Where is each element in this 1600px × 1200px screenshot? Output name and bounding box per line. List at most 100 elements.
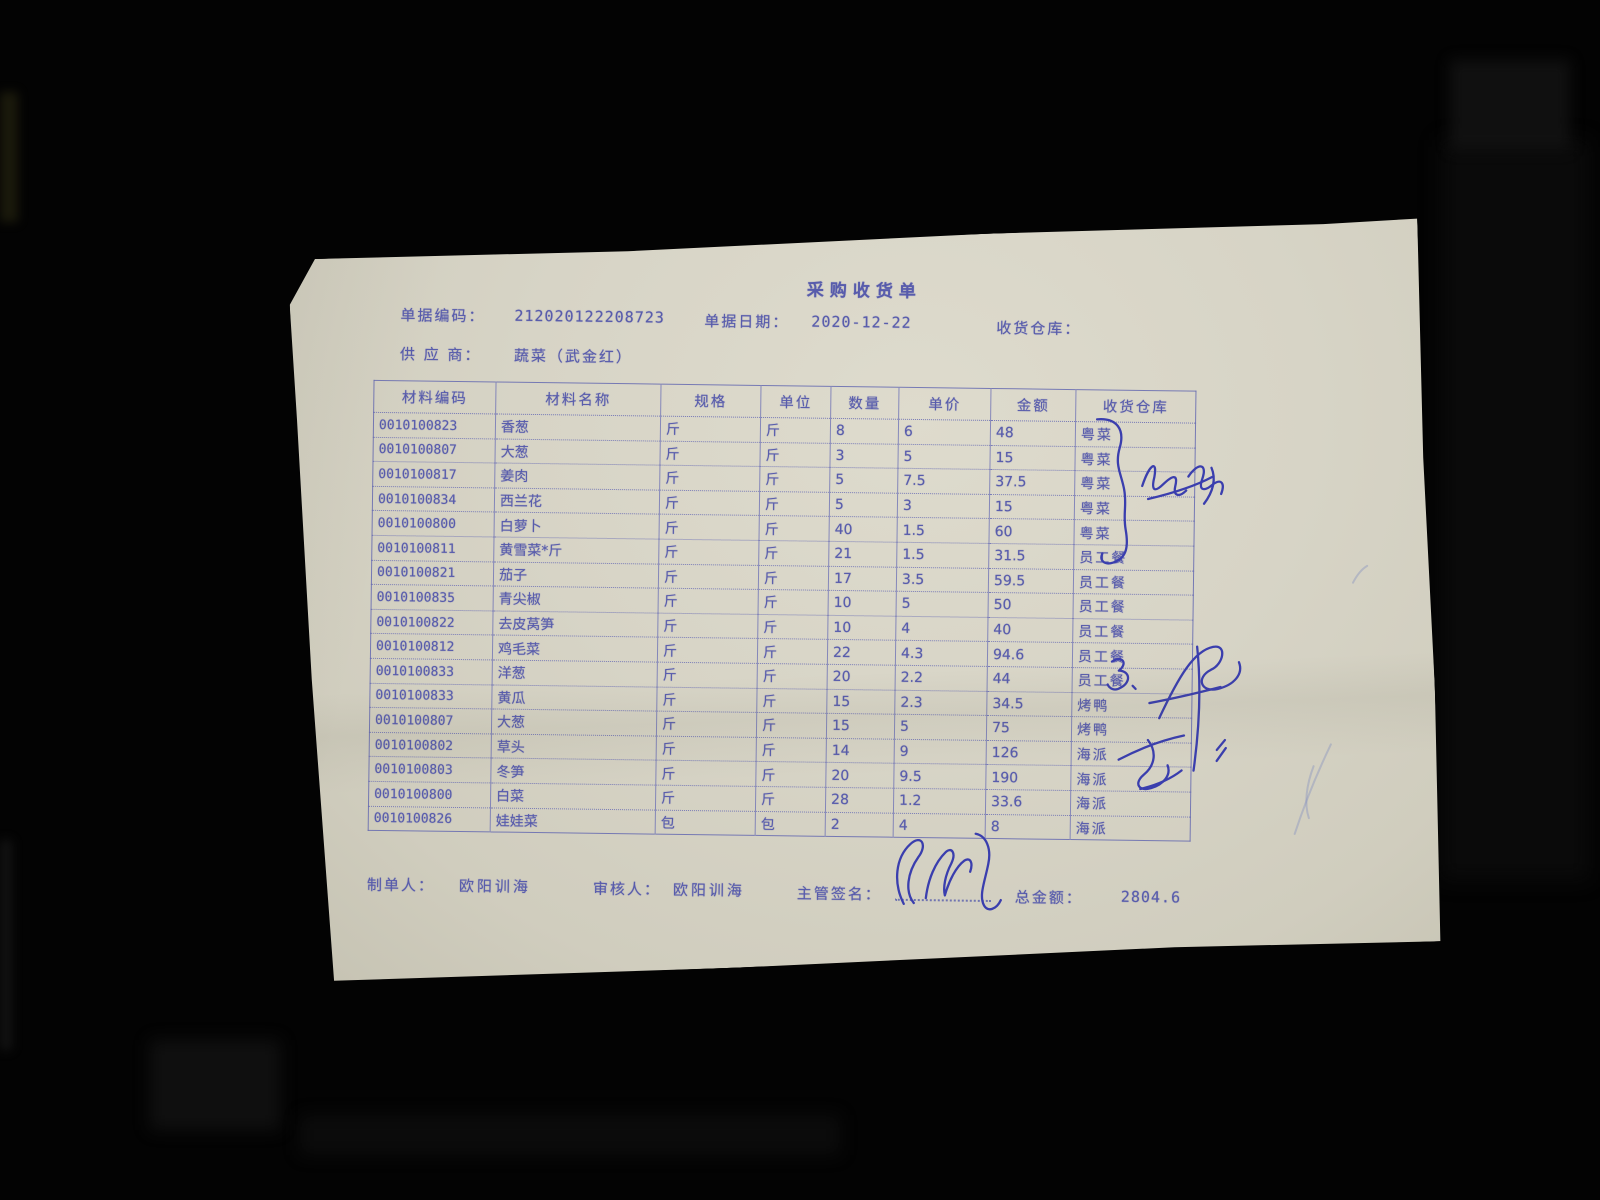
cell-material-name: 冬笋 [491,758,656,785]
cell-material-name: 青尖椒 [493,586,658,613]
faint-mark [1306,766,1313,818]
cell-qty: 40 [829,517,897,542]
cell-amount: 15 [990,445,1075,471]
cell-material-code: 0010100833 [370,658,492,684]
cell-unit: 斤 [760,442,830,468]
cell-spec: 斤 [659,515,759,541]
doc-date-label: 单据日期： [704,312,790,332]
cell-qty: 21 [829,541,897,566]
cell-unit: 斤 [756,737,826,763]
cell-warehouse: 粤菜 [1075,446,1195,472]
supplier-value: 蔬菜（武金红） [513,346,634,367]
cell-qty: 5 [830,468,898,493]
background-smudge [150,1040,280,1130]
cell-unit: 斤 [758,590,828,616]
cell-price: 2.2 [895,665,987,691]
col-header-material-code: 材料编码 [374,380,496,414]
supplier-label: 供 应 商： [399,345,482,365]
col-header-amount: 金额 [991,388,1076,421]
handwritten-mark-duck [1194,647,1201,771]
cell-unit: 包 [755,811,825,837]
cell-spec: 斤 [659,539,759,565]
cell-qty: 15 [826,713,894,738]
cell-warehouse: 海派 [1071,766,1191,792]
cell-unit: 斤 [755,786,825,812]
total-label: 总金额： [1014,888,1083,908]
cell-price: 2.3 [895,690,987,716]
cell-material-name: 草头 [491,734,656,761]
items-table: 材料编码 材料名称 规格 单位 数量 单价 金额 收货仓库 0010100823… [368,380,1197,842]
cell-spec: 斤 [656,760,756,786]
cell-amount: 33.6 [985,789,1070,815]
cell-material-code: 0010100826 [368,806,490,832]
cell-warehouse: 粤菜 [1074,520,1194,546]
cell-warehouse: 员工餐 [1073,569,1193,595]
cell-warehouse: 海派 [1070,790,1190,816]
cell-spec: 斤 [657,662,757,688]
cell-amount: 59.5 [988,568,1073,594]
cell-warehouse: 烤鸭 [1072,692,1192,718]
cell-qty: 17 [828,566,896,591]
background-smudge [0,840,12,1050]
cell-material-name: 大葱 [491,709,656,736]
cell-amount: 34.5 [987,691,1072,717]
cell-material-name: 姜肉 [495,463,660,490]
cell-unit: 斤 [756,762,826,788]
cell-price: 5 [898,444,990,470]
cell-material-code: 0010100800 [368,781,490,807]
cell-amount: 37.5 [990,470,1075,496]
cell-warehouse: 烤鸭 [1071,717,1191,743]
cell-amount: 40 [988,617,1073,643]
cell-warehouse: 员工餐 [1074,545,1194,571]
cell-warehouse: 海派 [1070,815,1190,841]
background-smudge [300,1115,840,1155]
cell-unit: 斤 [758,614,828,640]
cell-price: 9.5 [894,764,986,790]
cell-qty: 20 [827,664,895,689]
table-body: 0010100823 香葱 斤 斤 8 6 48 粤菜 0010100807 大… [368,412,1195,841]
cell-amount: 190 [986,765,1071,791]
cell-spec: 斤 [657,687,757,713]
cell-price: 1.5 [897,542,989,568]
preparer-name: 欧阳训海 [458,877,532,896]
cell-warehouse: 员工餐 [1072,643,1192,669]
cell-spec: 斤 [655,785,755,811]
cell-price: 5 [894,714,986,740]
cell-spec: 斤 [656,711,756,737]
col-header-qty: 数量 [831,386,899,419]
receipt-content: 采购收货单 单据编码： 212020122208723 单据日期： 2020-1… [366,380,1273,952]
cell-unit: 斤 [759,540,829,566]
reviewer-name: 欧阳训海 [672,880,746,900]
cell-qty: 3 [830,443,898,468]
col-header-material-name: 材料名称 [496,382,661,416]
receipt-paper: 采购收货单 单据编码： 212020122208723 单据日期： 2020-1… [288,218,1444,984]
cell-warehouse: 员工餐 [1073,618,1193,644]
cell-unit: 斤 [760,467,830,493]
doc-no-value: 212020122208723 [514,306,665,327]
cell-price: 4 [896,616,988,642]
handwritten-signature-1 [1204,468,1214,504]
cell-material-code: 0010100800 [372,511,494,537]
cell-unit: 斤 [759,491,829,517]
cell-spec: 斤 [658,564,758,590]
background-smudge [0,92,18,222]
cell-unit: 斤 [759,516,829,542]
cell-price: 3 [897,493,989,519]
cell-amount: 44 [987,666,1072,692]
cell-amount: 75 [986,716,1071,742]
faint-mark [1295,744,1331,834]
cell-material-code: 0010100807 [373,437,495,463]
cell-spec: 斤 [658,613,758,639]
cell-qty: 10 [828,591,896,616]
cell-material-name: 白萝卜 [494,512,659,539]
cell-amount: 126 [986,740,1071,766]
cell-warehouse: 海派 [1071,741,1191,767]
cell-qty: 2 [825,812,893,837]
document-title: 采购收货单 [806,280,922,303]
cell-qty: 20 [826,763,894,788]
doc-date-value: 2020-12-22 [811,312,912,332]
cell-spec: 斤 [657,637,757,663]
cell-qty: 28 [825,787,893,812]
warehouse-label: 收货仓库： [996,319,1082,339]
